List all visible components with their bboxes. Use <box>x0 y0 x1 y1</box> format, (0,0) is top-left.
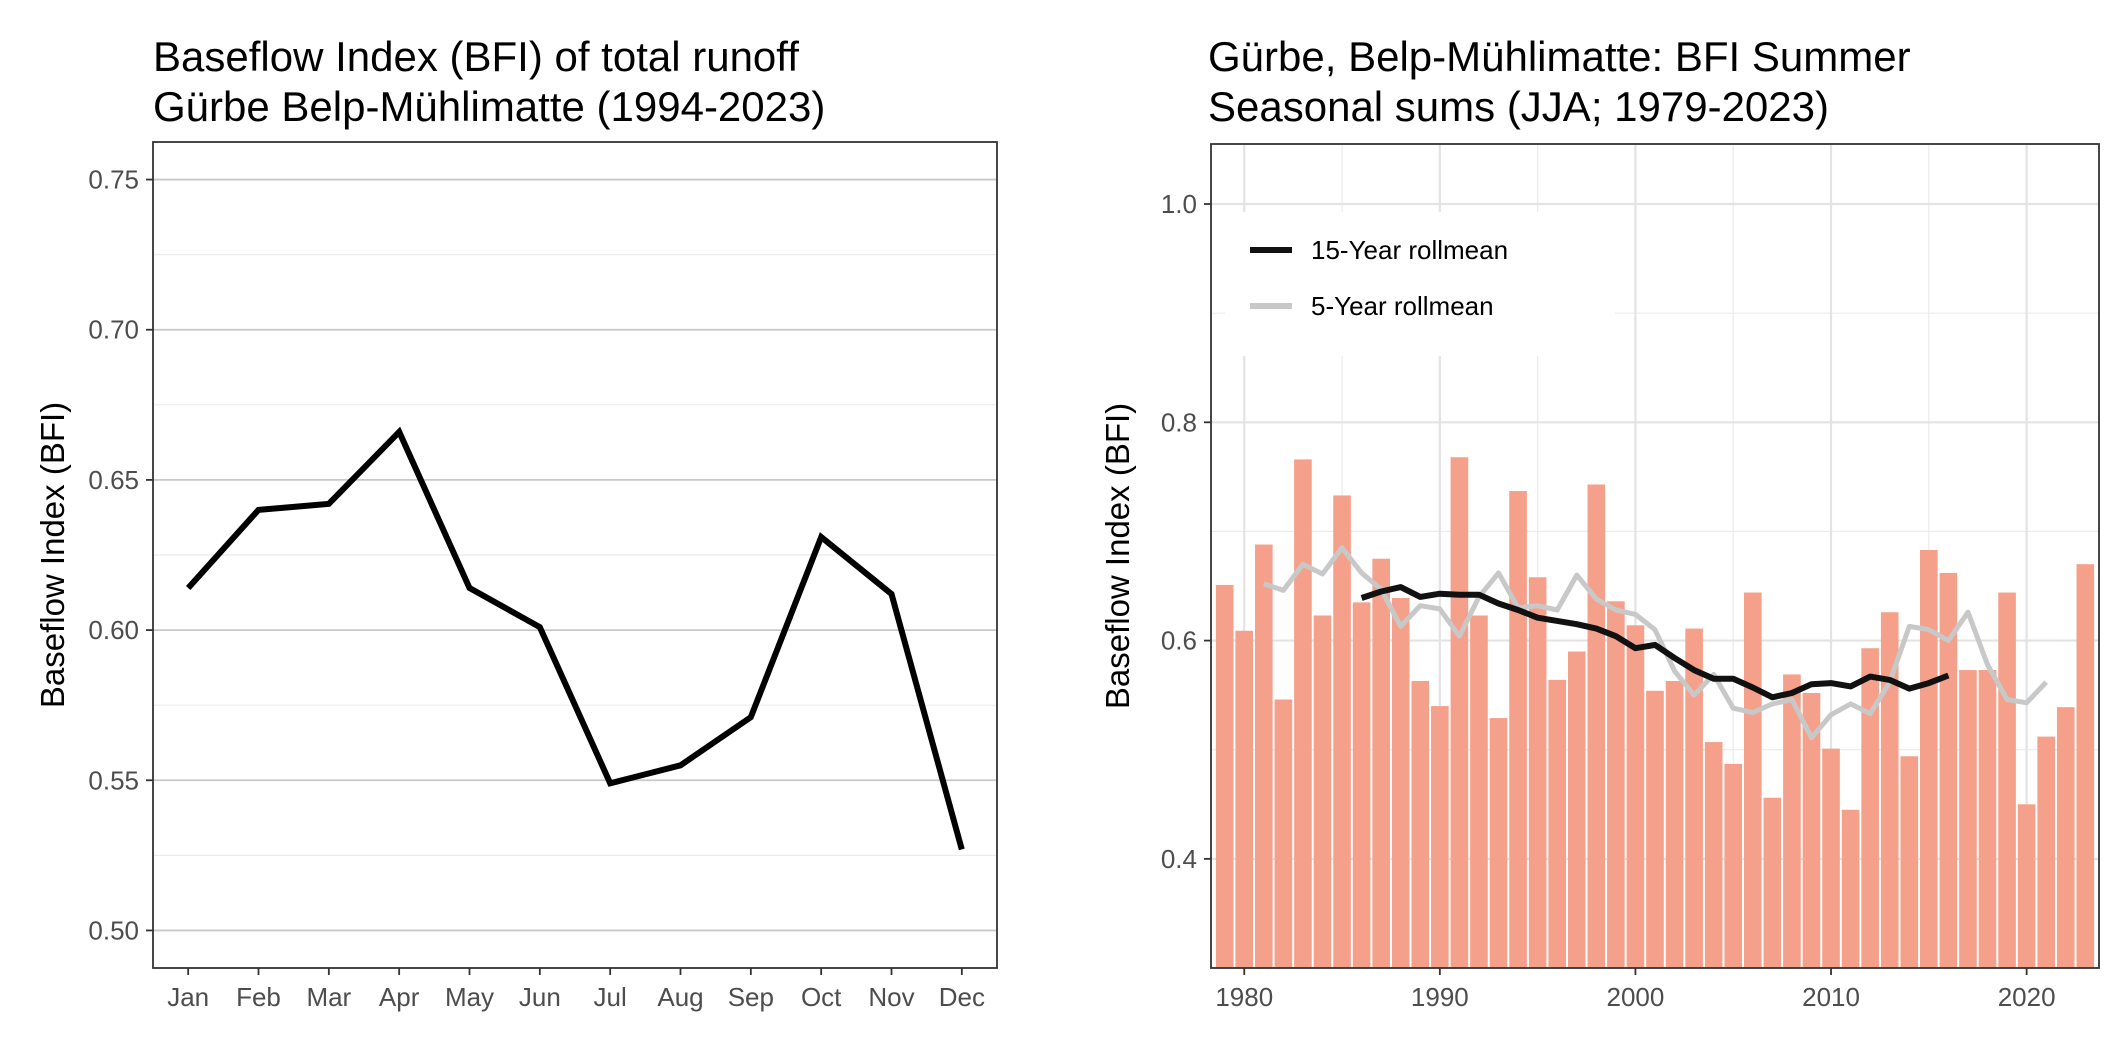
bfi-bar: 1983: 0.766 <box>1294 459 1312 968</box>
bfi-bar: 1987: 0.675 <box>1372 558 1390 968</box>
x-tick-label: 2020 <box>1998 982 2056 1012</box>
x-tick-label: 2010 <box>1802 982 1860 1012</box>
x-tick-label: Jan <box>167 982 209 1012</box>
bfi-bar: 1995: 0.658 <box>1528 577 1547 968</box>
x-tick-label: Jun <box>519 982 561 1012</box>
y-axis-title: Baseflow Index (BFI) <box>34 402 71 708</box>
bfi-bar: 1998: 0.743 <box>1587 484 1606 968</box>
x-tick-label: Aug <box>657 982 703 1012</box>
y-tick-label: 1.0 <box>1161 189 1197 219</box>
summer-bfi-chart: Gürbe, Belp-Mühlimatte: BFI Summer Seaso… <box>1063 0 2126 1063</box>
x-tick-label: Apr <box>379 982 420 1012</box>
bfi-bar: 2022: 0.539 <box>2056 707 2075 968</box>
bfi-bar: 1981: 0.688 <box>1255 544 1273 968</box>
rollmean-5yr-line <box>1263 545 2049 741</box>
x-tick-label: May <box>445 982 494 1012</box>
plot-border <box>152 141 998 969</box>
y-axis-title: Baseflow Index (BFI) <box>1099 403 1136 709</box>
monthly-bfi-chart-title-line-2: Gürbe Belp-Mühlimatte (1994-2023) <box>153 83 826 130</box>
bfi-bar: 1990: 0.54 <box>1431 706 1449 968</box>
bfi-bar: 2004: 0.507 <box>1704 742 1723 968</box>
bfi-bar: 2003: 0.611 <box>1685 628 1703 968</box>
bfi-bar: 1986: 0.635 <box>1352 602 1371 968</box>
bfi-bar: 1994: 0.737 <box>1509 491 1527 968</box>
x-tick-label: Dec <box>939 982 985 1012</box>
bfi-bar: 1982: 0.546 <box>1274 699 1293 968</box>
x-tick-label: Mar <box>306 982 351 1012</box>
legend-label-15yr: 15-Year rollmean <box>1311 235 1508 265</box>
x-tick-label: Feb <box>236 982 281 1012</box>
bfi-bar: 2023: 0.67 <box>2076 564 2095 968</box>
monthly-bfi-chart-title: Baseflow Index (BFI) of total runoff Gür… <box>153 32 825 132</box>
bfi-bar: 2006: 0.644 <box>1743 592 1762 968</box>
y-tick-label: 0.6 <box>1161 626 1197 656</box>
bfi-bar: 2001: 0.554 <box>1646 690 1664 968</box>
bfi-bar: 2021: 0.512 <box>2037 736 2055 968</box>
x-tick-label: Jul <box>594 982 627 1012</box>
bfi-bar: 1992: 0.623 <box>1470 615 1488 968</box>
bfi-bar: 2020: 0.45 <box>2017 804 2036 968</box>
x-tick-label: Oct <box>801 982 842 1012</box>
bfi-monthly-line <box>185 426 965 851</box>
bfi-bar: 2018: 0.573 <box>1978 670 1997 968</box>
bfi-bar: 2010: 0.501 <box>1822 748 1840 968</box>
y-tick-label: 0.75 <box>88 165 139 195</box>
legend: 15-Year rollmean 5-Year rollmean <box>1225 212 1615 356</box>
bfi-bar: 1991: 0.768 <box>1450 457 1469 968</box>
bfi-bar: 1980: 0.609 <box>1235 630 1254 968</box>
y-tick-label: 0.70 <box>88 315 139 345</box>
bfi-bar: 2019: 0.644 <box>1998 592 2016 968</box>
bfi-bar: 2002: 0.563 <box>1665 680 1684 968</box>
summer-bfi-chart-title-line-1: Gürbe, Belp-Mühlimatte: BFI Summer <box>1208 33 1911 80</box>
bfi-bar: 2016: 0.662 <box>1939 572 1958 968</box>
y-tick-label: 0.8 <box>1161 407 1197 437</box>
plot-border <box>1210 143 2100 969</box>
y-tick-label: 0.55 <box>88 765 139 795</box>
bfi-bar: 1997: 0.59 <box>1567 651 1586 968</box>
monthly-bfi-plot: 0.50 0.55 0.60 0.65 0.70 0.75 Jan Feb Mar Apr May J… <box>34 141 998 1012</box>
bfi-bar: 1979: 0.651 <box>1215 584 1234 968</box>
y-tick-label: 0.65 <box>88 465 139 495</box>
rollmean-15yr-line <box>1360 584 1950 701</box>
y-tick-label: 0.60 <box>88 615 139 645</box>
x-tick-label: Sep <box>728 982 774 1012</box>
bfi-bar: 2014: 0.494 <box>1900 756 1919 968</box>
bfi-bar: 1993: 0.529 <box>1489 718 1508 968</box>
monthly-bfi-chart-title-line-1: Baseflow Index (BFI) of total runoff <box>153 33 799 80</box>
bfi-bar: 2017: 0.573 <box>1959 670 1977 968</box>
legend-label-5yr: 5-Year rollmean <box>1311 291 1494 321</box>
bfi-bar: 2009: 0.552 <box>1802 692 1821 968</box>
summer-bfi-chart-title-line-2: Seasonal sums (JJA; 1979-2023) <box>1208 83 1829 130</box>
y-tick-label: 0.50 <box>88 915 139 945</box>
bfi-bar: 2007: 0.456 <box>1763 797 1782 968</box>
bfi-bar: 1984: 0.623 <box>1313 615 1332 968</box>
x-tick-label: 2000 <box>1607 982 1665 1012</box>
x-tick-label: 1990 <box>1411 982 1469 1012</box>
summer-bfi-chart-title: Gürbe, Belp-Mühlimatte: BFI Summer Seaso… <box>1208 32 1911 132</box>
x-tick-label: Nov <box>868 982 914 1012</box>
bfi-bar: 2015: 0.683 <box>1920 549 1938 968</box>
x-tick-label: 1980 <box>1215 982 1273 1012</box>
summer-bfi-plot: 1979: 0.6511980: 0.6091981: 0.6881982: 0… <box>1099 143 2100 1012</box>
bfi-bar: 1999: 0.636 <box>1607 601 1625 968</box>
bfi-bar: 2012: 0.593 <box>1861 648 1879 968</box>
y-tick-label: 0.4 <box>1161 844 1197 874</box>
bfi-bar: 2013: 0.626 <box>1880 612 1899 968</box>
bfi-bar: 1988: 0.639 <box>1391 598 1410 968</box>
monthly-bfi-chart: Baseflow Index (BFI) of total runoff Gür… <box>34 32 998 1012</box>
bfi-bar: 2008: 0.569 <box>1783 674 1801 968</box>
bfi-bar: 2005: 0.487 <box>1724 763 1743 968</box>
bfi-bar: 2000: 0.614 <box>1626 625 1645 968</box>
bfi-bar: 2011: 0.445 <box>1841 809 1860 968</box>
bfi-bar: 1985: 0.733 <box>1333 495 1351 968</box>
bfi-bar: 1996: 0.564 <box>1548 679 1567 968</box>
bfi-bar: 1989: 0.563 <box>1411 680 1430 968</box>
legend-background <box>1225 212 1615 356</box>
